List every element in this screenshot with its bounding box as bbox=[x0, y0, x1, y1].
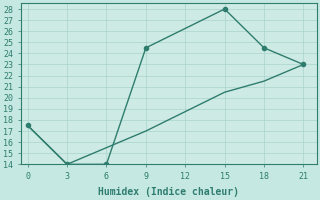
X-axis label: Humidex (Indice chaleur): Humidex (Indice chaleur) bbox=[98, 186, 239, 197]
